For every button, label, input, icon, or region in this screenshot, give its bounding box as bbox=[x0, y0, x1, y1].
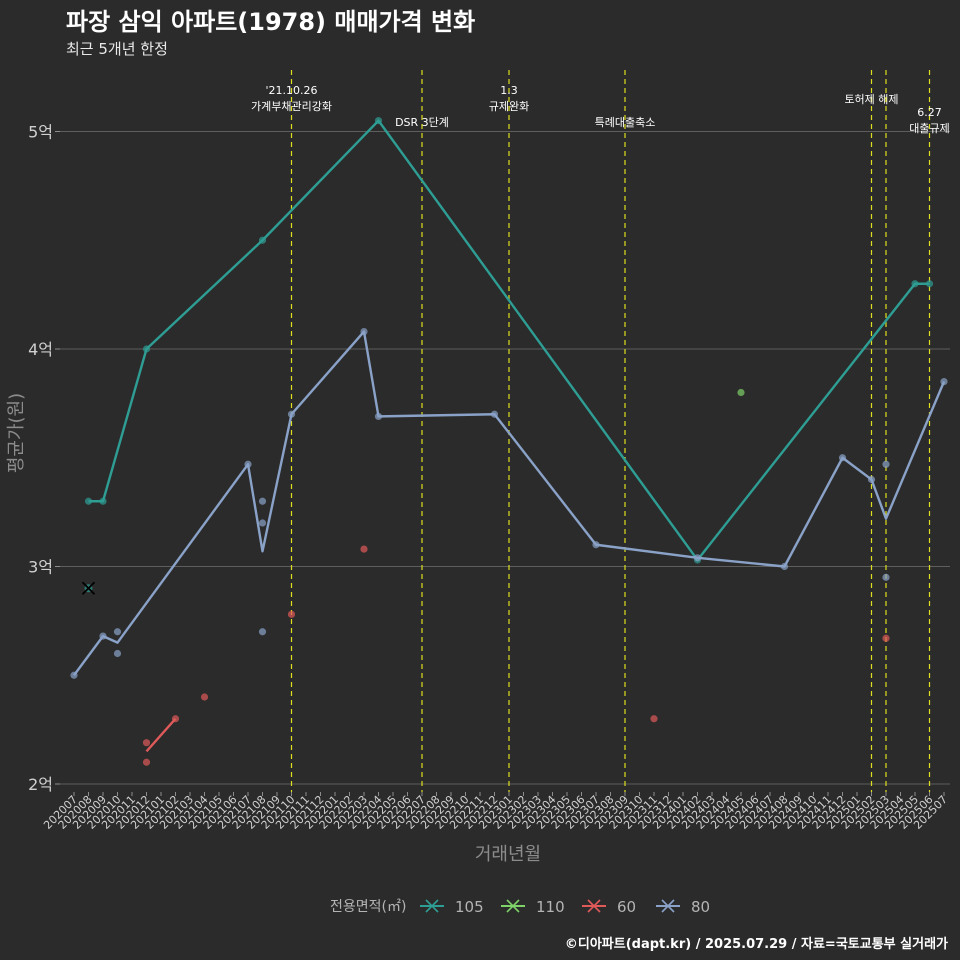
data-point bbox=[882, 460, 890, 468]
data-point bbox=[142, 739, 151, 747]
legend-swatch-cross bbox=[661, 899, 675, 913]
data-point bbox=[258, 519, 267, 527]
series-60 bbox=[142, 545, 890, 766]
data-point bbox=[113, 628, 122, 636]
series-line bbox=[88, 119, 930, 562]
axes: 2억3억4억5억20200720200820200920201020201120… bbox=[28, 123, 950, 832]
data-point bbox=[882, 573, 890, 581]
x-axis-label: 거래년월 bbox=[475, 844, 541, 865]
cross-marker bbox=[81, 581, 96, 595]
event-label: DSR 3단계 bbox=[395, 116, 449, 129]
event-label: 토허제 해제 bbox=[844, 92, 898, 106]
y-axis-label: 평균가(원) bbox=[6, 393, 27, 473]
data-point bbox=[113, 649, 122, 658]
legend-entry-105: 105 bbox=[455, 898, 484, 916]
data-point bbox=[737, 388, 745, 397]
series-110 bbox=[737, 388, 745, 397]
chart-subtitle: 최근 5개년 한정 bbox=[66, 40, 168, 58]
event-label: 특례대출축소 bbox=[595, 116, 656, 129]
grid bbox=[60, 131, 950, 785]
event-label: '21.10.26 bbox=[265, 84, 317, 97]
legend-entry-60: 60 bbox=[617, 898, 636, 916]
y-tick-label: 5억 bbox=[28, 123, 53, 142]
event-label: 규제완화 bbox=[489, 100, 529, 113]
legend-title: 전용면적(㎡) bbox=[330, 899, 406, 915]
event-label: 가계부채관리강화 bbox=[251, 100, 332, 113]
legend-swatch-cross bbox=[506, 899, 520, 913]
data-point bbox=[142, 758, 151, 766]
event-label: 대출규제 bbox=[909, 122, 949, 135]
y-tick-label: 2억 bbox=[28, 775, 53, 794]
chart-caption: ©디아파트(dapt.kr) / 2025.07.29 / 자료=국토교통부 실… bbox=[565, 936, 948, 952]
y-tick-label: 3억 bbox=[28, 558, 53, 577]
legend-entry-80: 80 bbox=[691, 898, 710, 916]
data-point bbox=[200, 693, 209, 701]
data-point bbox=[258, 628, 267, 636]
chart-title: 파장 삼익 아파트(1978) 매매가격 변화 bbox=[66, 8, 475, 36]
series-80 bbox=[70, 328, 948, 679]
y-tick-label: 4억 bbox=[28, 340, 53, 359]
legend: 전용면적(㎡) 105 110 60 80 bbox=[330, 898, 710, 916]
data-point bbox=[287, 610, 296, 618]
legend-entry-110: 110 bbox=[536, 898, 565, 916]
legend-swatch-cross bbox=[425, 899, 439, 913]
data-point bbox=[650, 715, 658, 723]
data-point bbox=[360, 545, 368, 553]
legend-swatch-cross bbox=[587, 899, 601, 913]
data-point bbox=[882, 634, 890, 642]
series-line bbox=[73, 330, 946, 676]
series-105 bbox=[81, 117, 934, 595]
data-point bbox=[258, 497, 267, 505]
series-line bbox=[145, 717, 177, 753]
event-label: 6.27 bbox=[917, 106, 942, 119]
series bbox=[70, 117, 948, 766]
event-label: 1.3 bbox=[500, 84, 518, 97]
